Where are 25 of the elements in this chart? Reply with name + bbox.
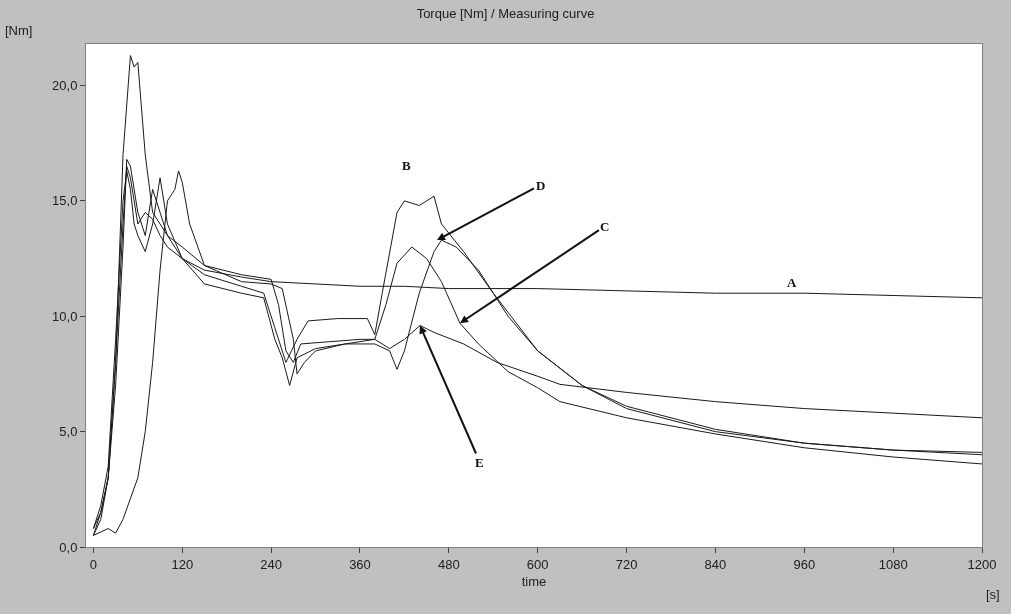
- y-tick-label: 0,0: [59, 539, 78, 555]
- x-tick-label: 0: [89, 556, 98, 572]
- annotation: B: [402, 158, 411, 173]
- x-tick-label: 480: [437, 556, 460, 572]
- x-tick-label: 600: [526, 556, 549, 572]
- x-tick-label: 240: [260, 556, 282, 572]
- chart-title: Torque [Nm] / Measuring curve: [416, 6, 595, 22]
- y-tick-label: 5,0: [59, 424, 78, 440]
- y-tick-label: 10,0: [52, 308, 78, 324]
- annotation: A: [787, 275, 797, 290]
- x-tick-label: 840: [704, 556, 727, 572]
- text: [s]: [986, 587, 1000, 602]
- annotation: C: [600, 219, 610, 234]
- annotation: E: [475, 455, 484, 470]
- x-tick-label: 1080: [878, 556, 908, 572]
- y-tick-label: 20,0: [52, 78, 78, 94]
- x-tick-label: 120: [171, 556, 194, 572]
- annotation: D: [536, 178, 546, 193]
- x-tick-label: 360: [349, 556, 371, 572]
- x-tick-label: 1200: [967, 556, 997, 572]
- y-tick-label: 15,0: [52, 193, 78, 209]
- x-tick-label: 720: [615, 556, 638, 572]
- y-axis-title: [Nm]: [5, 23, 33, 38]
- x-tick-label: 960: [793, 556, 816, 572]
- x-axis-title: time: [521, 574, 547, 590]
